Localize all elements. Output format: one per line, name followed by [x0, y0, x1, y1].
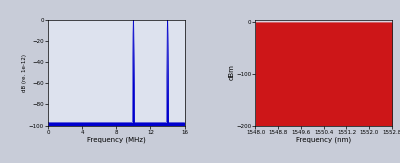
X-axis label: Frequency (nm): Frequency (nm)	[296, 136, 351, 143]
X-axis label: Frequency (MHz): Frequency (MHz)	[87, 136, 146, 143]
Y-axis label: dB (re. 1e-12): dB (re. 1e-12)	[22, 53, 27, 92]
Y-axis label: dBm: dBm	[229, 65, 235, 81]
